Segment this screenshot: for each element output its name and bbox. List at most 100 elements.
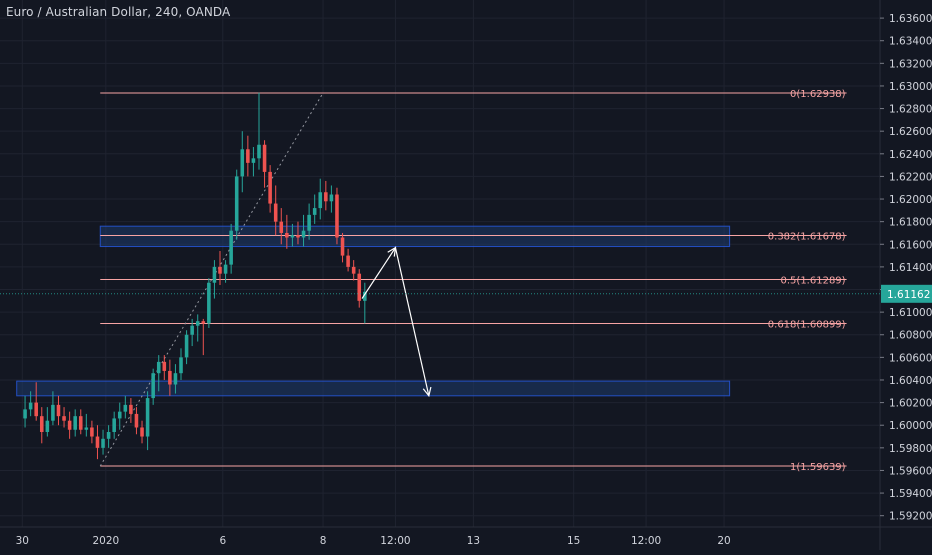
candle-body[interactable] (106, 432, 111, 439)
candle-body[interactable] (201, 321, 206, 324)
candle-body[interactable] (73, 416, 77, 430)
candle-body[interactable] (101, 438, 105, 448)
time-tick-label: 20 (717, 535, 730, 547)
candle-body[interactable] (28, 402, 33, 410)
zones[interactable] (16, 225, 731, 397)
candle-body[interactable] (346, 255, 350, 267)
price-tick-label: 1.60200 (889, 398, 932, 410)
price-tick-label: 1.63000 (889, 81, 932, 93)
candle-body[interactable] (162, 361, 167, 371)
candle-body[interactable] (84, 427, 89, 430)
candle-body[interactable] (340, 237, 345, 256)
candle-body[interactable] (212, 266, 217, 283)
candle-body[interactable] (195, 321, 200, 326)
fib-level-label: 0.618(1.60899) (768, 320, 846, 331)
candle-body[interactable] (168, 370, 172, 385)
price-tick-label: 1.62000 (889, 194, 932, 206)
candle-body[interactable] (324, 192, 328, 202)
candle-body[interactable] (240, 149, 245, 177)
time-tick-label: 12:00 (380, 535, 410, 547)
candle-body[interactable] (218, 266, 222, 274)
price-tick-label: 1.60600 (889, 352, 932, 364)
price-tick-label: 1.59200 (889, 511, 932, 523)
candle-body[interactable] (268, 171, 272, 204)
fibonacci-retracement[interactable]: 0(1.62938) 0.382(1.61678) 0.5(1.61289) 0.61… (100, 89, 847, 473)
time-axis[interactable]: 30 2020 6 8 12:00 13 15 12:00 20 (16, 535, 731, 547)
candle-body[interactable] (123, 404, 128, 412)
candle-body[interactable] (329, 194, 334, 202)
candle-body[interactable] (62, 416, 66, 421)
candle-body[interactable] (257, 144, 261, 159)
candle-body[interactable] (134, 413, 139, 428)
candle-body[interactable] (301, 230, 306, 238)
time-tick-label: 12:00 (631, 535, 661, 547)
time-tick-label: 2020 (92, 535, 119, 547)
candle-body[interactable] (223, 264, 228, 274)
price-axis[interactable]: 1.63600 1.63400 1.63200 1.63000 1.62800 1.626… (880, 13, 932, 523)
candle-body[interactable] (51, 404, 55, 421)
candle-body[interactable] (357, 273, 362, 301)
candle-body[interactable] (56, 404, 61, 417)
symbol-title[interactable]: Euro / Australian Dollar, 240, OANDA (6, 5, 231, 19)
candle-body[interactable] (234, 176, 239, 231)
zone-rectangle[interactable] (99, 225, 731, 248)
candle-body[interactable] (23, 409, 27, 419)
price-tick-label: 1.61600 (889, 239, 932, 251)
candle-body[interactable] (39, 416, 44, 433)
candle-body[interactable] (95, 436, 100, 448)
time-tick-label: 8 (320, 535, 327, 547)
candle-body[interactable] (67, 420, 72, 430)
candle-body[interactable] (190, 325, 194, 335)
candle-body[interactable] (290, 235, 295, 238)
candle-body[interactable] (117, 411, 122, 419)
candle-body[interactable] (179, 357, 183, 374)
price-tick-label: 1.62800 (889, 104, 932, 116)
candle-body[interactable] (312, 208, 317, 215)
candle-body[interactable] (251, 158, 256, 163)
candle-body[interactable] (173, 373, 178, 385)
candle-body[interactable] (90, 427, 94, 437)
candle-body[interactable] (112, 418, 116, 433)
candle-body[interactable] (156, 361, 161, 374)
fib-level-label: 0(1.62938) (790, 89, 846, 100)
last-price-badge: 1.61162 (0, 284, 932, 303)
time-tick-label: 6 (219, 535, 226, 547)
candle-body[interactable] (229, 230, 233, 265)
candle-body[interactable] (279, 221, 284, 233)
zone-rectangle[interactable] (16, 380, 731, 397)
time-tick-label: 15 (567, 535, 580, 547)
price-tick-label: 1.59800 (889, 443, 932, 455)
candle-body[interactable] (351, 266, 356, 274)
candle-body[interactable] (262, 144, 267, 172)
candle-body[interactable] (140, 427, 144, 437)
candle-body[interactable] (45, 420, 50, 433)
candle-body[interactable] (273, 203, 278, 222)
candle-body[interactable] (151, 373, 155, 399)
projection-arrow[interactable] (361, 246, 432, 398)
last-price-label: 1.61162 (887, 289, 930, 301)
candle-body[interactable] (145, 398, 150, 437)
candle-body[interactable] (78, 416, 83, 430)
price-tick-label: 1.60800 (889, 330, 932, 342)
candle-body[interactable] (285, 232, 289, 238)
candle-body[interactable] (129, 404, 133, 414)
candle-body[interactable] (318, 192, 323, 209)
candle-body[interactable] (34, 402, 38, 417)
arrowhead (422, 386, 432, 398)
price-tick-label: 1.61000 (889, 307, 932, 319)
candle-body[interactable] (307, 214, 311, 231)
price-tick-label: 1.63200 (889, 58, 932, 70)
candle-body[interactable] (335, 194, 339, 238)
candle-body[interactable] (246, 149, 250, 163)
price-tick-label: 1.62400 (889, 149, 932, 161)
candle-body[interactable] (363, 291, 367, 301)
candles[interactable] (23, 92, 367, 460)
price-tick-label: 1.61800 (889, 217, 932, 229)
candle-body[interactable] (207, 282, 211, 324)
price-tick-label: 1.62200 (889, 171, 932, 183)
candle-body[interactable] (184, 334, 189, 358)
candle-body[interactable] (296, 235, 300, 238)
time-tick-label: 13 (467, 535, 480, 547)
